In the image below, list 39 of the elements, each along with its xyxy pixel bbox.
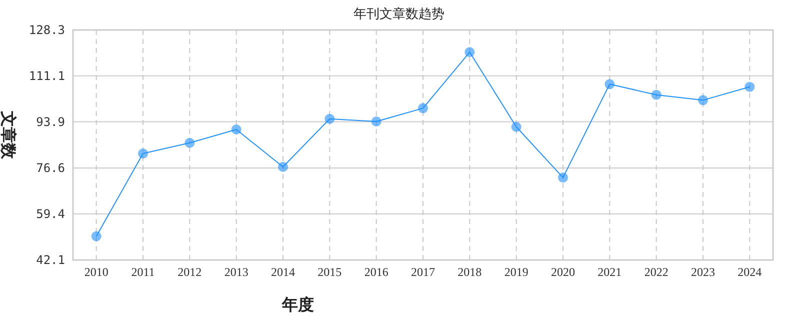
x-tick-label: 2020 <box>551 265 575 279</box>
x-tick-label: 2012 <box>178 265 202 279</box>
point <box>278 162 288 172</box>
point <box>464 47 475 58</box>
point <box>91 231 102 242</box>
point <box>698 95 708 106</box>
point <box>744 82 755 92</box>
point <box>604 79 615 90</box>
y-tick-label: 42.1 <box>36 253 65 267</box>
x-tick-label: 2022 <box>644 265 668 279</box>
x-tick-label: 2018 <box>458 265 482 279</box>
point <box>418 103 428 114</box>
y-tick-label: 128.3 <box>28 23 65 37</box>
point <box>511 122 522 132</box>
x-tick-label: 2019 <box>504 265 528 279</box>
x-tick-label: 2010 <box>84 265 108 279</box>
point <box>651 90 662 100</box>
point <box>231 124 242 135</box>
x-tick-label: 2024 <box>738 265 762 279</box>
y-tick-label: 93.9 <box>36 114 65 129</box>
x-tick-label: 2017 <box>411 265 435 279</box>
x-tick-label: 2021 <box>598 265 622 279</box>
point <box>324 114 335 124</box>
point <box>558 172 568 183</box>
point <box>371 116 382 127</box>
y-axis-title: 文章数 <box>0 110 17 160</box>
x-tick-label: 2014 <box>271 265 295 279</box>
y-tick-label: 76.6 <box>36 160 65 175</box>
x-axis-title: 年度 <box>281 295 314 314</box>
x-tick-label: 2023 <box>691 265 715 279</box>
chart-title: 年刊文章数趋势 <box>354 6 444 21</box>
x-tick-label: 2015 <box>318 265 342 279</box>
y-tick-label: 59.4 <box>36 206 65 221</box>
x-tick-label: 2013 <box>224 265 248 279</box>
x-tick-label: 2011 <box>131 265 155 279</box>
point <box>138 148 148 159</box>
x-tick-label: 2016 <box>364 265 388 279</box>
y-tick-label: 111.1 <box>28 68 65 83</box>
point <box>184 138 195 148</box>
